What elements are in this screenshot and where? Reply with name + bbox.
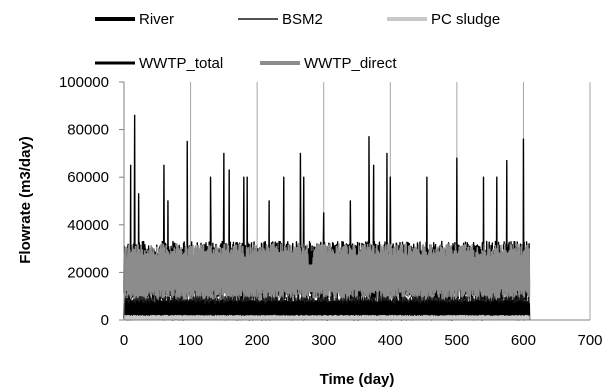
legend-item-wwtp-total: WWTP_total <box>95 55 223 72</box>
x-tick-label: 200 <box>245 332 270 349</box>
y-tick-label: 100000 <box>59 74 109 91</box>
legend-label-pc-sludge: PC sludge <box>431 11 500 28</box>
x-tick-label: 400 <box>378 332 403 349</box>
x-axis-title: Time (day) <box>320 371 395 388</box>
legend-item-river: River <box>95 11 174 28</box>
axes <box>119 81 590 321</box>
x-tick-label: 100 <box>178 332 203 349</box>
x-tick-label: 500 <box>444 332 469 349</box>
y-tick-label: 20000 <box>67 264 109 281</box>
y-axis-title: Flowrate (m3/day) <box>17 136 34 264</box>
legend-label-wwtp-total: WWTP_total <box>139 55 223 72</box>
legend-label-wwtp-direct: WWTP_direct <box>304 55 397 72</box>
legend: River BSM2 PC sludge WWTP_total WWTP_dir… <box>95 11 500 72</box>
legend-item-bsm2: BSM2 <box>238 11 323 28</box>
x-tick-label: 600 <box>511 332 536 349</box>
tick-labels: 0 100 200 300 400 500 600 700 0 20000 40000 60000 80… <box>59 74 603 349</box>
series-layer <box>123 114 531 321</box>
y-tick-label: 0 <box>101 312 109 329</box>
y-tick-label: 40000 <box>67 217 109 234</box>
series-pc-sludge <box>123 314 530 321</box>
series-wwtp-direct <box>123 243 531 302</box>
y-tick-label: 80000 <box>67 122 109 139</box>
x-tick-label: 700 <box>577 332 602 349</box>
x-tick-label: 300 <box>311 332 336 349</box>
legend-item-wwtp-direct: WWTP_direct <box>260 55 397 72</box>
x-tick-label: 0 <box>120 332 128 349</box>
legend-label-river: River <box>139 11 174 28</box>
legend-label-bsm2: BSM2 <box>282 11 323 28</box>
y-tick-label: 60000 <box>67 169 109 186</box>
legend-item-pc-sludge: PC sludge <box>387 11 500 28</box>
